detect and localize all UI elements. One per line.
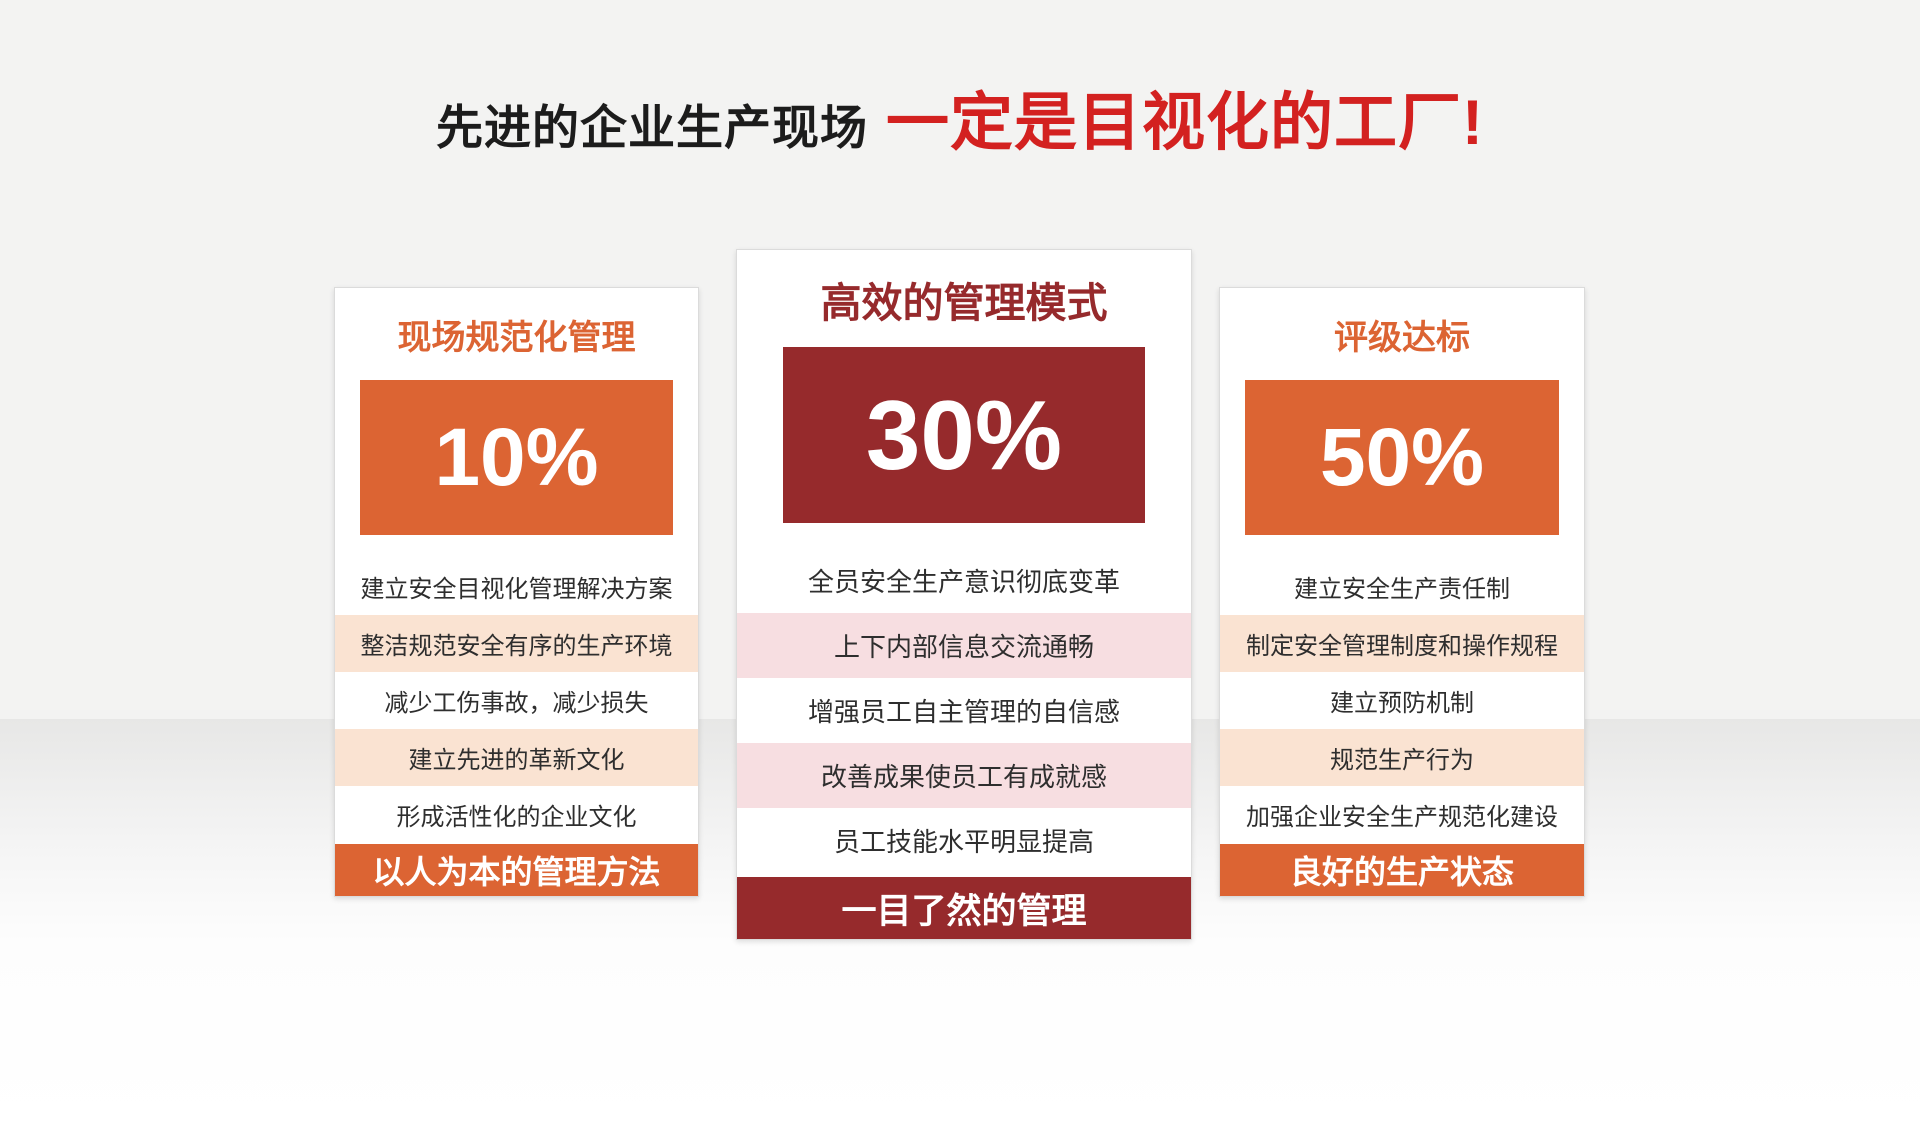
- list-item: 建立安全目视化管理解决方案: [360, 576, 673, 603]
- list-item: 全员安全生产意识彻底变革: [807, 567, 1120, 597]
- list-item: 规范生产行为: [1220, 729, 1584, 786]
- list-item: 建立先进的革新文化: [335, 729, 698, 786]
- percent-box: 30%: [783, 347, 1145, 523]
- card-footer-banner: 一目了然的管理: [737, 877, 1191, 939]
- slide-title: 先进的企业生产现场 一定是目视化的工厂!: [0, 72, 1920, 163]
- card-heading: 评级达标: [1334, 318, 1470, 357]
- list-item: 加强企业安全生产规范化建设: [1246, 804, 1558, 831]
- card-item-list: 全员安全生产意识彻底变革 上下内部信息交流通畅 增强员工自主管理的自信感 改善成…: [737, 548, 1191, 873]
- card-heading: 高效的管理模式: [820, 279, 1108, 326]
- card-efficient-management-model: 高效的管理模式 30% 全员安全生产意识彻底变革 上下内部信息交流通畅 增强员工…: [736, 249, 1192, 940]
- list-item: 减少工伤事故，减少损失: [384, 690, 649, 717]
- list-item: 增强员工自主管理的自信感: [807, 697, 1120, 727]
- list-item: 整洁规范安全有序的生产环境: [335, 615, 698, 672]
- card-item-list: 建立安全目视化管理解决方案 整洁规范安全有序的生产环境 减少工伤事故，减少损失 …: [335, 558, 698, 843]
- percent-box: 50%: [1245, 380, 1559, 535]
- slide-title-red-text: 一定是目视化的工厂!: [886, 88, 1484, 158]
- list-item: 建立安全生产责任制: [1294, 576, 1510, 603]
- percent-box: 10%: [360, 380, 673, 535]
- list-item: 上下内部信息交流通畅: [737, 613, 1191, 678]
- card-footer-banner: 以人为本的管理方法: [335, 844, 698, 896]
- list-item: 建立预防机制: [1330, 690, 1474, 717]
- list-item: 员工技能水平明显提高: [833, 827, 1094, 857]
- card-site-standardized-management: 现场规范化管理 10% 建立安全目视化管理解决方案 整洁规范安全有序的生产环境 …: [334, 287, 699, 897]
- card-item-list: 建立安全生产责任制 制定安全管理制度和操作规程 建立预防机制 规范生产行为 加强…: [1220, 558, 1584, 843]
- list-item: 改善成果使员工有成就感: [737, 743, 1191, 808]
- card-footer-banner: 良好的生产状态: [1220, 844, 1584, 896]
- list-item: 制定安全管理制度和操作规程: [1220, 615, 1584, 672]
- card-rating-compliance: 评级达标 50% 建立安全生产责任制 制定安全管理制度和操作规程 建立预防机制 …: [1219, 287, 1585, 897]
- list-item: 形成活性化的企业文化: [396, 804, 637, 831]
- card-heading: 现场规范化管理: [397, 318, 636, 357]
- slide-title-black-text: 先进的企业生产现场: [436, 101, 868, 154]
